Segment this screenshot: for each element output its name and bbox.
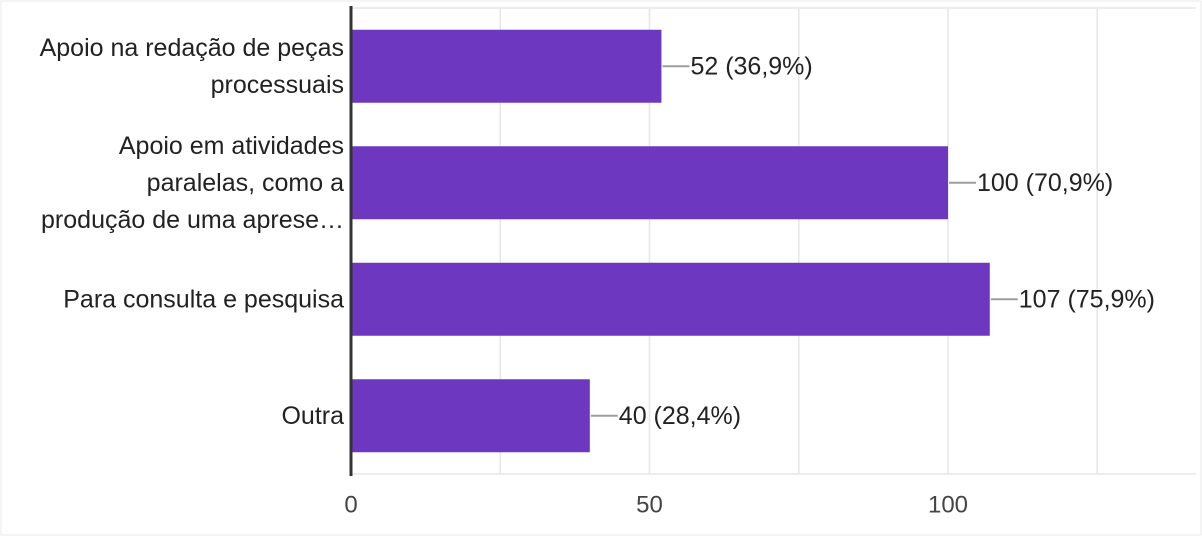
x-tick-label-100: 100: [928, 492, 968, 519]
x-tick-label-50: 50: [636, 492, 663, 519]
value-label-3: 40 (28,4%): [619, 402, 741, 430]
bars-group: [351, 29, 990, 453]
category-label-1-line-0: Apoio em atividades: [119, 132, 344, 160]
value-label-1: 100 (70,9%): [977, 169, 1113, 197]
value-leader-lines: [590, 65, 1018, 417]
value-label-2: 107 (75,9%): [1019, 285, 1155, 313]
value-label-0: 52 (36,9%): [690, 52, 812, 80]
category-label-1-line-2: produção de uma aprese…: [41, 206, 344, 234]
category-label-3-line-0: Outra: [281, 402, 344, 430]
value-labels: 52 (36,9%) 100 (70,9%) 107 (75,9%) 40 (28,4…: [619, 52, 1155, 430]
category-label-2-line-0: Para consulta e pesquisa: [63, 285, 344, 313]
x-axis-ticks: 0 50 100: [344, 492, 968, 519]
bar-2: [351, 262, 990, 336]
bar-3: [351, 379, 590, 453]
category-label-1-line-1: paralelas, como a: [147, 169, 344, 197]
bar-1: [351, 146, 948, 220]
x-tick-label-0: 0: [344, 492, 357, 519]
category-label-0-line-1: processuais: [211, 71, 344, 99]
bar-0: [351, 29, 662, 103]
category-label-0-line-0: Apoio na redação de peças: [40, 34, 344, 62]
category-labels: Apoio na redação de peças processuais Apoi…: [40, 34, 345, 430]
